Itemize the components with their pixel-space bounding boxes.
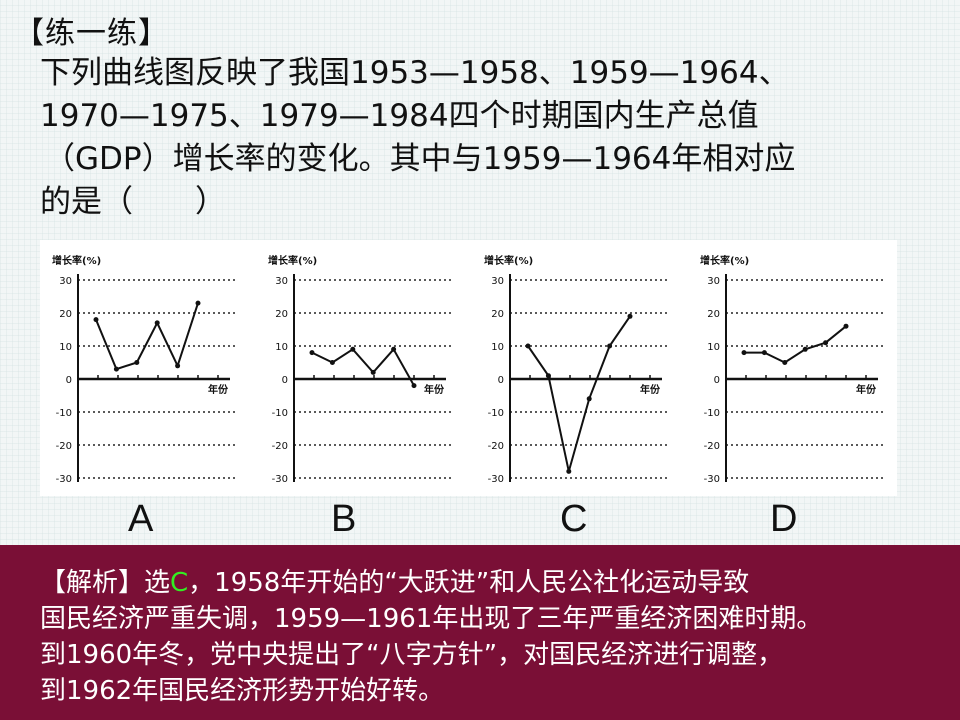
- y-tick-label: 20: [59, 309, 72, 320]
- data-point: [154, 320, 160, 326]
- chart-c: 增长率(%) 30 20 10 0 -10 -20 -30 年份: [472, 240, 686, 496]
- data-point: [195, 300, 201, 306]
- option-label-b[interactable]: B: [331, 498, 357, 540]
- section-heading: 【练一练】: [14, 16, 169, 51]
- y-tick-label: 0: [66, 375, 72, 386]
- y-tick-label: 10: [59, 342, 72, 353]
- y-tick-label: 10: [707, 342, 720, 353]
- charts-panel: 增长率(%) 30 20 10 0 -10 -20 -30 年份 增长率(%) 30 20 10 0 -1…: [40, 240, 897, 496]
- data-point: [411, 383, 417, 389]
- chart-d: 增长率(%) 30 20 10 0 -10 -20 -30 年份: [688, 240, 902, 496]
- data-point: [309, 350, 315, 356]
- data-point: [175, 363, 181, 369]
- data-point: [586, 396, 592, 402]
- question-line: 下列曲线图反映了我国1953—1958、1959—1964、: [40, 55, 790, 91]
- y-tick-label: 0: [714, 375, 720, 386]
- series-line: [527, 315, 631, 472]
- y-tick-label: 30: [707, 276, 720, 287]
- y-tick-label: 20: [275, 309, 288, 320]
- data-point: [525, 343, 531, 349]
- y-tick-label: 20: [707, 309, 720, 320]
- y-tick-label: -30: [272, 474, 288, 485]
- chart-c-svg: 增长率(%) 30 20 10 0 -10 -20 -30 年份: [484, 254, 670, 485]
- option-label-c[interactable]: C: [560, 498, 588, 540]
- y-tick-label: -10: [272, 408, 288, 419]
- analysis-line: 到1960年冬，党中央提出了“八字方针”，对国民经济进行调整，: [40, 640, 784, 670]
- y-tick-label: -20: [56, 441, 72, 452]
- y-tick-label: 0: [282, 375, 288, 386]
- data-point: [782, 360, 788, 365]
- analysis-line1-rest: ，1958年开始的“大跃进”和人民公社化运动导致: [188, 568, 750, 598]
- x-axis-title: 年份: [424, 383, 445, 396]
- data-point: [350, 346, 356, 352]
- y-tick-label: 30: [59, 276, 72, 287]
- answer-letter: C: [170, 568, 189, 598]
- y-tick-label: 0: [498, 375, 504, 386]
- x-axis-title: 年份: [856, 383, 877, 396]
- data-point: [391, 346, 397, 352]
- data-point: [329, 360, 335, 365]
- y-axis-title: 增长率(%): [52, 254, 101, 267]
- question-line: （GDP）增长率的变化。其中与1959—1964年相对应: [44, 141, 796, 177]
- data-point: [843, 323, 849, 329]
- chart-d-svg: 增长率(%) 30 20 10 0 -10 -20 -30 年份: [700, 254, 886, 485]
- y-tick-label: 20: [491, 309, 504, 320]
- question-line: 1970—1975、1979—1984四个时期国内生产总值: [40, 98, 759, 134]
- data-point: [545, 373, 551, 379]
- chart-b: 增长率(%) 30 20 10 0 -10 -20 -30 年份: [256, 240, 470, 496]
- option-label-d[interactable]: D: [770, 498, 798, 540]
- analysis-text: 【解析】选C，1958年开始的“大跃进”和人民公社化运动导致 国民经济严重失调，…: [40, 565, 960, 709]
- analysis-line: 【解析】选C，1958年开始的“大跃进”和人民公社化运动导致: [40, 565, 960, 601]
- analysis-prefix: 【解析】选: [40, 568, 171, 598]
- analysis-panel: 【解析】选C，1958年开始的“大跃进”和人民公社化运动导致 国民经济严重失调，…: [0, 545, 960, 720]
- question-text: 下列曲线图反映了我国1953—1958、1959—1964、 1970—1975…: [40, 52, 940, 224]
- data-point: [823, 340, 829, 346]
- analysis-line: 国民经济严重失调，1959—1961年出现了三年严重经济困难时期。: [40, 604, 823, 634]
- series-line: [311, 347, 415, 387]
- y-tick-label: 30: [491, 276, 504, 287]
- y-tick-label: -30: [704, 474, 720, 485]
- chart-a: 增长率(%) 30 20 10 0 -10 -20 -30 年份: [40, 240, 254, 496]
- y-tick-label: -20: [272, 441, 288, 452]
- data-point: [134, 360, 140, 365]
- y-tick-label: -10: [56, 408, 72, 419]
- y-axis-title: 增长率(%): [484, 254, 533, 267]
- data-point: [761, 350, 767, 356]
- data-point: [802, 346, 808, 352]
- chart-a-svg: 增长率(%) 30 20 10 0 -10 -20 -30 年份: [52, 254, 238, 485]
- y-tick-label: 10: [491, 342, 504, 353]
- y-axis-title: 增长率(%): [700, 254, 749, 267]
- y-tick-label: -10: [704, 408, 720, 419]
- analysis-line: 到1962年国民经济形势开始好转。: [40, 676, 445, 706]
- option-label-a[interactable]: A: [128, 498, 154, 540]
- data-point: [741, 350, 747, 356]
- data-point: [566, 468, 572, 474]
- data-point: [93, 317, 99, 323]
- y-tick-label: 10: [275, 342, 288, 353]
- y-tick-label: -20: [704, 441, 720, 452]
- data-point: [370, 369, 376, 375]
- x-axis-title: 年份: [640, 383, 661, 396]
- x-axis-title: 年份: [208, 383, 229, 396]
- question-line: 的是（ ）: [40, 184, 226, 220]
- data-point: [627, 313, 633, 319]
- series-line: [744, 325, 847, 364]
- data-point: [113, 366, 119, 372]
- y-tick-label: -30: [488, 474, 504, 485]
- chart-b-svg: 增长率(%) 30 20 10 0 -10 -20 -30 年份: [268, 254, 454, 485]
- data-point: [607, 343, 613, 349]
- y-axis-title: 增长率(%): [268, 254, 317, 267]
- y-tick-label: -20: [488, 441, 504, 452]
- y-tick-label: -30: [56, 474, 72, 485]
- series-line: [95, 302, 199, 371]
- y-tick-label: 30: [275, 276, 288, 287]
- y-tick-label: -10: [488, 408, 504, 419]
